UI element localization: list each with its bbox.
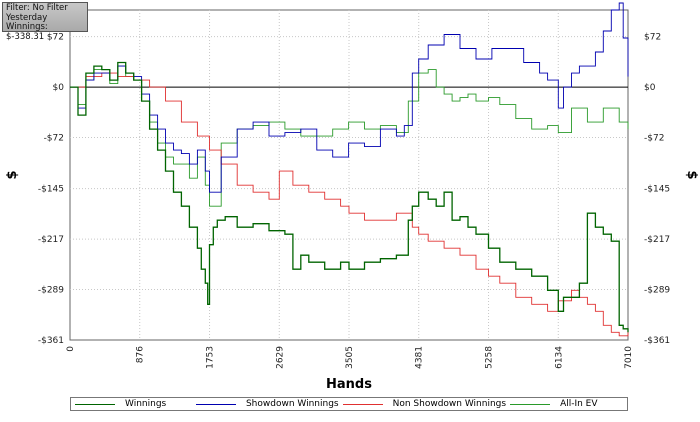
x-tick-label: 0 bbox=[66, 346, 76, 352]
legend-swatch bbox=[75, 403, 115, 405]
legend-item: Showdown Winnings bbox=[192, 399, 339, 409]
winnings-text: Winnings: $-338.31 bbox=[6, 22, 48, 42]
x-tick-label: 6134 bbox=[554, 346, 564, 369]
legend-swatch bbox=[342, 403, 383, 405]
x-tick-label: 3505 bbox=[345, 346, 355, 369]
series-line-showdown-winnings bbox=[70, 2, 629, 193]
x-tick-label: 7010 bbox=[624, 346, 634, 369]
y-tick-label-left: -$289 bbox=[38, 286, 64, 296]
period-text: Yesterday bbox=[6, 12, 48, 23]
chart-legend: Winnings Showdown Winnings Non Showdown Wi… bbox=[70, 397, 628, 411]
filter-text: Filter: No Filter bbox=[6, 3, 68, 13]
legend-swatch bbox=[510, 403, 551, 405]
legend-swatch bbox=[195, 403, 236, 405]
y-tick-label-left: $72 bbox=[47, 33, 64, 43]
x-tick-label: 5258 bbox=[485, 346, 495, 369]
legend-label: Showdown Winnings bbox=[245, 399, 339, 409]
y-tick-label-right: -$145 bbox=[644, 185, 670, 195]
x-axis-title: Hands bbox=[326, 377, 372, 392]
y-tick-label-left: -$145 bbox=[38, 185, 64, 195]
y-tick-label-right: -$289 bbox=[644, 286, 670, 296]
legend-item: Non Showdown Winnings bbox=[339, 399, 506, 409]
y-tick-label-left: -$361 bbox=[38, 336, 64, 346]
series-line-winnings bbox=[70, 61, 629, 333]
y-tick-label-left: -$72 bbox=[44, 134, 64, 144]
legend-label: Winnings bbox=[125, 399, 167, 409]
y-tick-label-right: $72 bbox=[644, 33, 661, 43]
x-tick-label: 1753 bbox=[206, 346, 216, 369]
y-tick-label-right: -$361 bbox=[644, 336, 670, 346]
legend-item: All-In EV bbox=[506, 399, 627, 409]
series-line-non-showdown-winnings bbox=[70, 72, 629, 337]
y-axis-title-left: $ bbox=[5, 170, 20, 179]
y-tick-label-left: -$217 bbox=[38, 235, 64, 245]
y-tick-label-right: $0 bbox=[644, 83, 656, 93]
y-axis-title-right: $ bbox=[684, 170, 699, 179]
y-tick-label-left: $0 bbox=[53, 83, 65, 93]
y-tick-label-right: -$72 bbox=[644, 134, 664, 144]
x-tick-label: 4381 bbox=[415, 346, 425, 369]
legend-label: Non Showdown Winnings bbox=[392, 399, 507, 409]
legend-label: All-In EV bbox=[560, 399, 598, 409]
x-tick-label: 2629 bbox=[275, 346, 285, 369]
x-tick-label: 876 bbox=[136, 346, 146, 363]
legend-item: Winnings bbox=[71, 399, 192, 409]
y-tick-label-right: -$217 bbox=[644, 235, 670, 245]
filter-info-box: Filter: No Filter Yesterday Winnings: $-… bbox=[2, 2, 88, 41]
